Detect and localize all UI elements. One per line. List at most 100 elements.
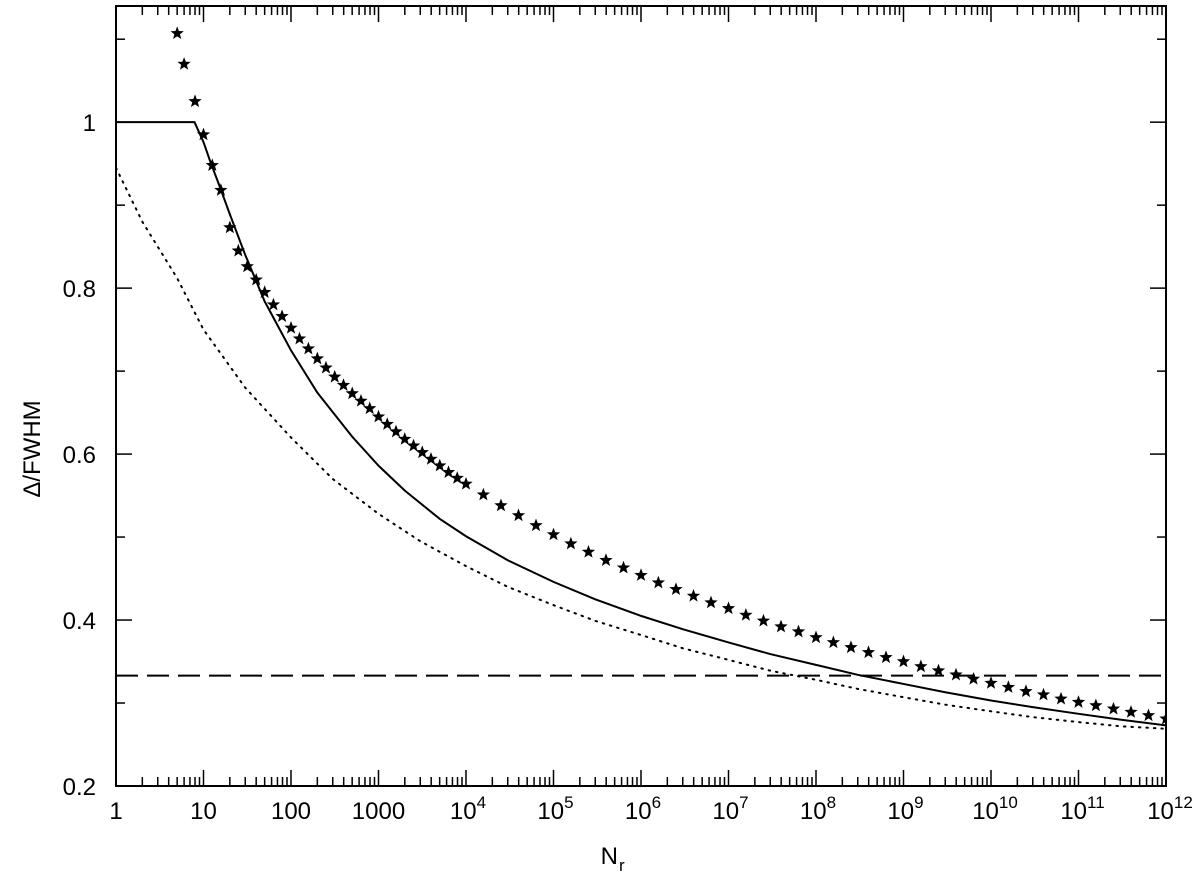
- x-tick-label: 107: [712, 793, 748, 825]
- star-point: [756, 613, 771, 627]
- y-tick-label: 0.2: [63, 774, 96, 801]
- x-axis-label-subscript: r: [619, 856, 625, 875]
- star-point: [861, 645, 876, 659]
- star-point: [1106, 701, 1121, 715]
- series-dotted-line: [116, 166, 1166, 730]
- star-point: [1036, 687, 1051, 701]
- star-point: [511, 508, 526, 522]
- star-point: [494, 498, 508, 512]
- star-point: [415, 445, 429, 459]
- star-point: [292, 331, 307, 345]
- star-point: [546, 527, 561, 541]
- x-tick-label: 1000: [352, 798, 405, 825]
- star-point: [564, 536, 578, 550]
- star-point: [599, 553, 613, 566]
- star-point: [704, 595, 718, 609]
- star-point: [634, 568, 648, 581]
- star-point: [949, 667, 963, 681]
- x-tick-label: 105: [537, 793, 573, 825]
- star-point: [284, 320, 298, 334]
- star-point: [774, 619, 788, 633]
- star-point: [266, 297, 281, 311]
- y-tick-label: 0.8: [63, 276, 96, 303]
- star-point: [345, 386, 359, 400]
- y-tick-label: 0.4: [63, 608, 96, 635]
- x-tick-label: 104: [450, 793, 486, 825]
- star-point: [310, 351, 324, 365]
- x-tick-label: 108: [800, 793, 836, 825]
- star-point: [398, 432, 412, 445]
- x-tick-label: 100: [271, 798, 311, 825]
- x-tick-label: 1: [109, 798, 122, 825]
- star-point: [301, 341, 316, 355]
- y-tick-label: 0.6: [63, 442, 96, 469]
- star-point: [1089, 698, 1103, 712]
- star-point: [616, 560, 631, 574]
- star-point: [275, 309, 289, 322]
- axes: 1 10 100 1000 104 105 106 107 108 109 1010 1011 1012…: [63, 5, 1193, 825]
- star-point: [1159, 711, 1166, 725]
- x-tick-label: 1012: [1147, 793, 1193, 825]
- star-point: [424, 452, 438, 465]
- star-point: [809, 630, 823, 644]
- star-point: [931, 663, 946, 677]
- star-point: [1071, 695, 1086, 708]
- star-point: [721, 601, 736, 615]
- series-stars: [170, 26, 1166, 725]
- star-point: [196, 127, 211, 141]
- x-tick-label: 1011: [1060, 793, 1104, 825]
- star-point: [1019, 684, 1033, 698]
- star-point: [170, 26, 184, 40]
- star-point: [371, 409, 386, 423]
- y-tick-label: 1: [83, 110, 96, 137]
- x-tick-label: 109: [887, 793, 923, 825]
- star-point: [389, 424, 403, 438]
- star-point: [406, 438, 421, 452]
- star-point: [380, 417, 394, 430]
- star-point: [651, 575, 666, 589]
- y-axis-title: Δ/FWHM: [19, 400, 46, 497]
- star-point: [686, 588, 701, 602]
- x-axis-title: N r: [601, 843, 625, 875]
- star-point: [581, 545, 596, 558]
- star-point: [441, 465, 456, 478]
- star-point: [984, 676, 998, 689]
- star-point: [188, 94, 202, 108]
- star-point: [1141, 708, 1156, 722]
- star-point: [354, 393, 368, 407]
- series-solid-line: [116, 121, 1166, 727]
- star-point: [363, 401, 377, 415]
- star-point: [328, 369, 342, 383]
- star-point: [791, 624, 806, 638]
- star-point: [214, 183, 228, 196]
- star-point: [433, 458, 447, 472]
- star-point: [1001, 680, 1016, 693]
- y-axis-label: Δ/FWHM: [19, 400, 46, 497]
- star-point: [1124, 705, 1138, 718]
- star-point: [529, 518, 543, 532]
- plot-area: [116, 26, 1166, 730]
- x-tick-label: 1010: [972, 793, 1018, 825]
- star-point: [844, 640, 858, 654]
- star-point: [459, 476, 473, 490]
- plot-frame: [115, 5, 1167, 787]
- star-point: [450, 471, 464, 484]
- x-axis-label: N: [601, 843, 618, 870]
- star-point: [896, 654, 911, 668]
- star-point: [240, 259, 254, 273]
- star-point: [205, 158, 219, 171]
- star-point: [223, 220, 237, 234]
- star-point: [879, 650, 893, 664]
- star-point: [669, 582, 683, 595]
- star-point: [1054, 691, 1068, 705]
- star-point: [914, 659, 928, 673]
- star-point: [966, 671, 981, 685]
- star-point: [336, 378, 351, 391]
- x-tick-label: 10: [190, 798, 217, 825]
- star-point: [249, 272, 263, 286]
- x-tick-label: 106: [625, 793, 661, 825]
- star-point: [826, 635, 841, 649]
- star-point: [319, 360, 333, 374]
- star-point: [258, 285, 272, 298]
